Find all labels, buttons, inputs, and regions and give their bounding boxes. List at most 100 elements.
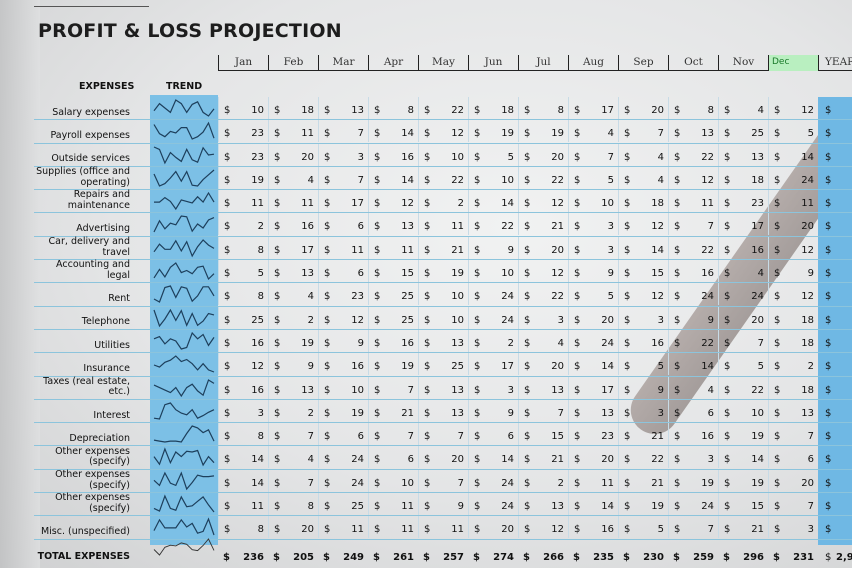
cell-nov[interactable]: $18 xyxy=(718,166,768,189)
cell-aug[interactable]: $7 xyxy=(568,143,618,166)
cell-jan[interactable]: $14 xyxy=(218,446,268,469)
cell-nov[interactable]: $4 xyxy=(718,97,768,119)
cell-nov[interactable]: $25 xyxy=(718,120,768,143)
cell-jun[interactable]: $10 xyxy=(468,260,518,283)
cell-year[interactable]: $ xyxy=(818,237,852,259)
cell-jul[interactable]: $4 xyxy=(518,329,568,352)
cell-jun[interactable]: $24 xyxy=(468,306,518,329)
cell-year[interactable]: $2,999 xyxy=(818,544,852,566)
cell-mar[interactable]: $7 xyxy=(318,120,368,143)
cell-mar[interactable]: $23 xyxy=(318,283,368,306)
month-header-dec[interactable]: Dec xyxy=(768,55,818,71)
cell-jan[interactable]: $12 xyxy=(218,353,268,376)
cell-may[interactable]: $7 xyxy=(418,469,468,492)
cell-oct[interactable]: $8 xyxy=(668,97,718,119)
cell-oct[interactable]: $16 xyxy=(668,423,718,446)
cell-year[interactable]: $ xyxy=(818,283,852,305)
cell-mar[interactable]: $6 xyxy=(318,213,368,236)
cell-nov[interactable]: $22 xyxy=(718,376,768,399)
cell-oct[interactable]: $22 xyxy=(668,236,718,259)
cell-jul[interactable]: $3 xyxy=(518,306,568,329)
cell-jan[interactable]: $23 xyxy=(218,120,268,143)
cell-aug[interactable]: $24 xyxy=(568,329,618,352)
cell-jun[interactable]: $5 xyxy=(468,143,518,166)
cell-nov[interactable]: $16 xyxy=(718,236,768,259)
cell-dec[interactable]: $6 xyxy=(768,446,818,469)
cell-dec[interactable]: $9 xyxy=(768,260,818,283)
cell-jul[interactable]: $20 xyxy=(518,236,568,259)
cell-may[interactable]: $10 xyxy=(418,283,468,306)
cell-oct[interactable]: $259 xyxy=(668,544,718,566)
cell-apr[interactable]: $16 xyxy=(368,329,418,352)
cell-aug[interactable]: $3 xyxy=(568,236,618,259)
cell-may[interactable]: $20 xyxy=(418,446,468,469)
cell-year[interactable]: $ xyxy=(818,516,852,538)
cell-feb[interactable]: $7 xyxy=(268,423,318,446)
cell-nov[interactable]: $19 xyxy=(718,423,768,446)
cell-dec[interactable]: $7 xyxy=(768,493,818,516)
cell-may[interactable]: $25 xyxy=(418,353,468,376)
cell-apr[interactable]: $261 xyxy=(368,544,418,566)
cell-jan[interactable]: $14 xyxy=(218,469,268,492)
cell-aug[interactable]: $5 xyxy=(568,283,618,306)
cell-mar[interactable]: $24 xyxy=(318,469,368,492)
cell-nov[interactable]: $21 xyxy=(718,516,768,539)
cell-dec[interactable]: $13 xyxy=(768,399,818,422)
cell-sep[interactable]: $22 xyxy=(618,446,668,469)
cell-oct[interactable]: $7 xyxy=(668,516,718,539)
cell-jan[interactable]: $8 xyxy=(218,236,268,259)
cell-may[interactable]: $11 xyxy=(418,213,468,236)
cell-mar[interactable]: $3 xyxy=(318,143,368,166)
cell-jul[interactable]: $15 xyxy=(518,423,568,446)
cell-dec[interactable]: $14 xyxy=(768,143,818,166)
cell-sep[interactable]: $21 xyxy=(618,423,668,446)
cell-sep[interactable]: $3 xyxy=(618,399,668,422)
cell-year[interactable]: $ xyxy=(818,307,852,329)
cell-feb[interactable]: $17 xyxy=(268,236,318,259)
cell-jul[interactable]: $12 xyxy=(518,516,568,539)
cell-mar[interactable]: $11 xyxy=(318,236,368,259)
cell-apr[interactable]: $19 xyxy=(368,353,418,376)
cell-nov[interactable]: $19 xyxy=(718,469,768,492)
cell-feb[interactable]: $2 xyxy=(268,399,318,422)
cell-oct[interactable]: $13 xyxy=(668,120,718,143)
cell-jan[interactable]: $3 xyxy=(218,399,268,422)
cell-jun[interactable]: $14 xyxy=(468,446,518,469)
cell-jul[interactable]: $22 xyxy=(518,166,568,189)
cell-oct[interactable]: $14 xyxy=(668,353,718,376)
cell-aug[interactable]: $5 xyxy=(568,166,618,189)
cell-apr[interactable]: $15 xyxy=(368,260,418,283)
cell-mar[interactable]: $7 xyxy=(318,166,368,189)
cell-sep[interactable]: $14 xyxy=(618,236,668,259)
cell-jun[interactable]: $22 xyxy=(468,213,518,236)
cell-jun[interactable]: $14 xyxy=(468,190,518,213)
cell-mar[interactable]: $10 xyxy=(318,376,368,399)
cell-dec[interactable]: $12 xyxy=(768,236,818,259)
cell-mar[interactable]: $9 xyxy=(318,329,368,352)
cell-jun[interactable]: $24 xyxy=(468,493,518,516)
cell-nov[interactable]: $15 xyxy=(718,493,768,516)
cell-jun[interactable]: $9 xyxy=(468,236,518,259)
cell-jan[interactable]: $23 xyxy=(218,143,268,166)
cell-jul[interactable]: $12 xyxy=(518,260,568,283)
cell-feb[interactable]: $19 xyxy=(268,329,318,352)
cell-feb[interactable]: $18 xyxy=(268,97,318,119)
cell-sep[interactable]: $230 xyxy=(618,544,668,566)
cell-oct[interactable]: $11 xyxy=(668,190,718,213)
cell-nov[interactable]: $4 xyxy=(718,260,768,283)
cell-dec[interactable]: $231 xyxy=(768,544,818,566)
cell-may[interactable]: $2 xyxy=(418,190,468,213)
cell-aug[interactable]: $3 xyxy=(568,213,618,236)
cell-oct[interactable]: $19 xyxy=(668,469,718,492)
cell-oct[interactable]: $16 xyxy=(668,260,718,283)
cell-may[interactable]: $13 xyxy=(418,376,468,399)
cell-jan[interactable]: $25 xyxy=(218,306,268,329)
cell-jun[interactable]: $20 xyxy=(468,516,518,539)
cell-aug[interactable]: $4 xyxy=(568,120,618,143)
cell-jul[interactable]: $12 xyxy=(518,190,568,213)
cell-apr[interactable]: $11 xyxy=(368,493,418,516)
cell-jan[interactable]: $16 xyxy=(218,329,268,352)
cell-year[interactable]: $ xyxy=(818,120,852,142)
cell-dec[interactable]: $18 xyxy=(768,306,818,329)
cell-apr[interactable]: $14 xyxy=(368,166,418,189)
